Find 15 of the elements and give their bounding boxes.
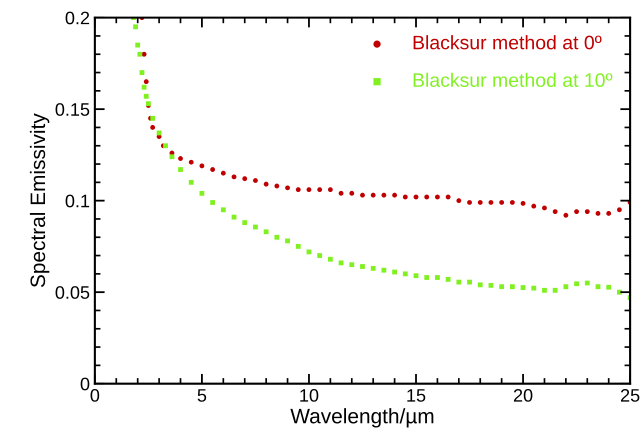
- x-tick-label: 10: [300, 389, 318, 402]
- y-tick-label: 0: [80, 378, 90, 390]
- x-tick-label: 20: [514, 389, 532, 402]
- x-tick-label: 5: [198, 389, 206, 402]
- y-tick-label: 0.2: [66, 12, 90, 24]
- x-axis-title: Wavelength/µm: [290, 408, 434, 428]
- legend-label: Blacksur method at 0º: [414, 35, 602, 50]
- y-tick-label: 0.1: [66, 194, 90, 208]
- legend-label: Blacksur method at 10º: [414, 72, 612, 87]
- y-tick-label: 0.05: [56, 286, 90, 299]
- y-axis-title: Spectral Emissivity: [30, 113, 50, 288]
- y-tick-label: 0.15: [56, 103, 90, 116]
- x-tick-label: 25: [620, 389, 640, 402]
- x-tick-label: 0: [90, 389, 100, 402]
- x-tick-label: 15: [407, 389, 426, 402]
